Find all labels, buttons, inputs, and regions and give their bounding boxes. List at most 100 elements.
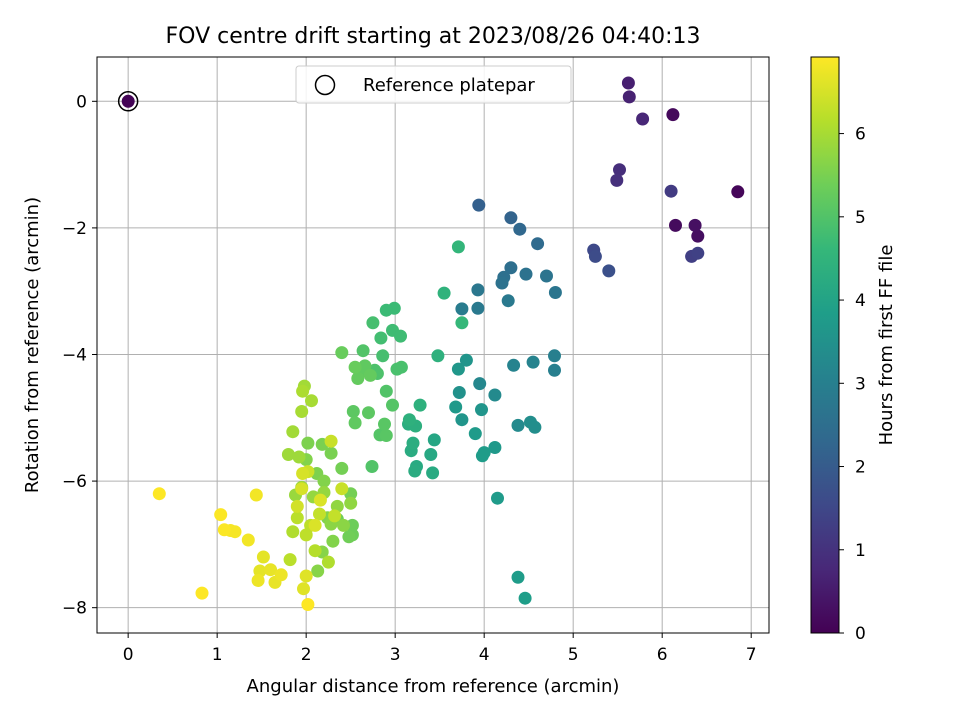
data-point bbox=[363, 368, 377, 382]
data-point bbox=[379, 384, 393, 398]
colorbar-tick-label: 3 bbox=[855, 374, 866, 394]
data-point bbox=[324, 434, 338, 448]
data-point bbox=[348, 416, 362, 430]
data-point bbox=[455, 302, 469, 316]
data-point bbox=[286, 525, 300, 539]
data-point bbox=[251, 574, 265, 587]
data-point bbox=[394, 360, 408, 374]
colorbar-tick-label: 2 bbox=[855, 458, 866, 478]
data-point bbox=[195, 586, 209, 600]
y-tick-label: −8 bbox=[62, 599, 87, 619]
data-point bbox=[328, 509, 342, 523]
data-point bbox=[511, 418, 525, 432]
data-point bbox=[365, 460, 379, 473]
data-point bbox=[507, 358, 521, 372]
y-tick-label: −2 bbox=[62, 219, 87, 239]
x-tick-label: 5 bbox=[568, 645, 579, 665]
x-axis-label: Angular distance from reference (arcmin) bbox=[247, 676, 620, 697]
data-point bbox=[274, 568, 288, 582]
data-point bbox=[413, 398, 427, 412]
data-point bbox=[488, 441, 502, 454]
data-point bbox=[504, 261, 518, 275]
data-point bbox=[290, 499, 304, 513]
data-point bbox=[335, 482, 349, 496]
data-point bbox=[344, 496, 358, 510]
data-point bbox=[317, 474, 331, 488]
x-tick-label: 1 bbox=[212, 645, 223, 665]
data-point bbox=[431, 349, 445, 363]
data-point bbox=[426, 466, 440, 480]
data-point bbox=[408, 464, 422, 478]
data-point bbox=[451, 240, 465, 254]
legend: Reference platepar bbox=[295, 65, 572, 104]
data-point bbox=[379, 429, 393, 442]
data-point bbox=[324, 446, 338, 460]
x-tick-label: 2 bbox=[301, 645, 312, 665]
data-point bbox=[664, 184, 678, 198]
data-point bbox=[548, 286, 562, 299]
data-point bbox=[296, 467, 310, 480]
colorbar-ticks: 0 1 2 3 4 5 6 bbox=[839, 125, 866, 644]
data-point bbox=[379, 303, 393, 317]
x-axis-ticks: 0 1 2 3 4 5 6 7 bbox=[123, 633, 757, 665]
plot-frame bbox=[96, 56, 770, 634]
data-point bbox=[452, 386, 466, 399]
data-point bbox=[249, 488, 263, 502]
data-point bbox=[286, 425, 300, 439]
data-point bbox=[241, 533, 255, 547]
data-point bbox=[451, 362, 465, 376]
data-point bbox=[613, 163, 626, 177]
data-point bbox=[308, 544, 322, 558]
data-point bbox=[301, 436, 315, 450]
data-point bbox=[669, 218, 682, 232]
data-point bbox=[427, 433, 441, 447]
data-point bbox=[518, 591, 532, 605]
data-point bbox=[348, 360, 362, 374]
data-point bbox=[636, 112, 650, 126]
data-point bbox=[296, 384, 310, 398]
data-point bbox=[610, 173, 624, 187]
colorbar: 0 1 2 3 4 5 6 Hours from first FF file bbox=[810, 56, 897, 644]
data-point bbox=[511, 570, 525, 584]
data-point bbox=[295, 405, 309, 418]
data-point bbox=[152, 487, 166, 501]
x-tick-label: 3 bbox=[390, 645, 401, 665]
data-point bbox=[531, 237, 545, 251]
data-point bbox=[345, 518, 359, 532]
data-point bbox=[376, 349, 390, 363]
legend-label-reference-platepar: Reference platepar bbox=[363, 75, 535, 96]
legend-box bbox=[295, 65, 572, 104]
data-point bbox=[335, 461, 349, 475]
colorbar-tick-label: 1 bbox=[855, 541, 866, 561]
y-tick-label: −4 bbox=[62, 345, 87, 365]
data-point bbox=[528, 420, 542, 434]
chart-title: FOV centre drift starting at 2023/08/26 … bbox=[166, 24, 701, 49]
data-point bbox=[495, 276, 509, 290]
data-point bbox=[691, 229, 705, 243]
data-point bbox=[666, 108, 680, 122]
x-tick-label: 6 bbox=[657, 645, 668, 665]
data-point bbox=[313, 493, 327, 507]
data-point bbox=[504, 211, 518, 225]
x-tick-label: 4 bbox=[479, 645, 490, 665]
data-point bbox=[491, 491, 504, 505]
data-point bbox=[472, 198, 486, 212]
data-point bbox=[121, 94, 135, 108]
data-point bbox=[548, 363, 561, 377]
data-point bbox=[374, 331, 388, 345]
data-point bbox=[311, 564, 325, 578]
colorbar-label: Hours from first FF file bbox=[876, 245, 897, 446]
data-point bbox=[473, 377, 487, 391]
data-point bbox=[459, 353, 473, 367]
reference-marker bbox=[117, 91, 139, 112]
data-point bbox=[292, 450, 306, 464]
data-point bbox=[281, 448, 295, 461]
data-point bbox=[475, 403, 488, 417]
data-point bbox=[488, 388, 502, 402]
data-point bbox=[305, 394, 318, 408]
data-point bbox=[386, 398, 399, 412]
data-point bbox=[283, 553, 297, 567]
y-axis-label: Rotation from reference (arcmin) bbox=[22, 197, 43, 493]
data-point bbox=[519, 267, 533, 281]
